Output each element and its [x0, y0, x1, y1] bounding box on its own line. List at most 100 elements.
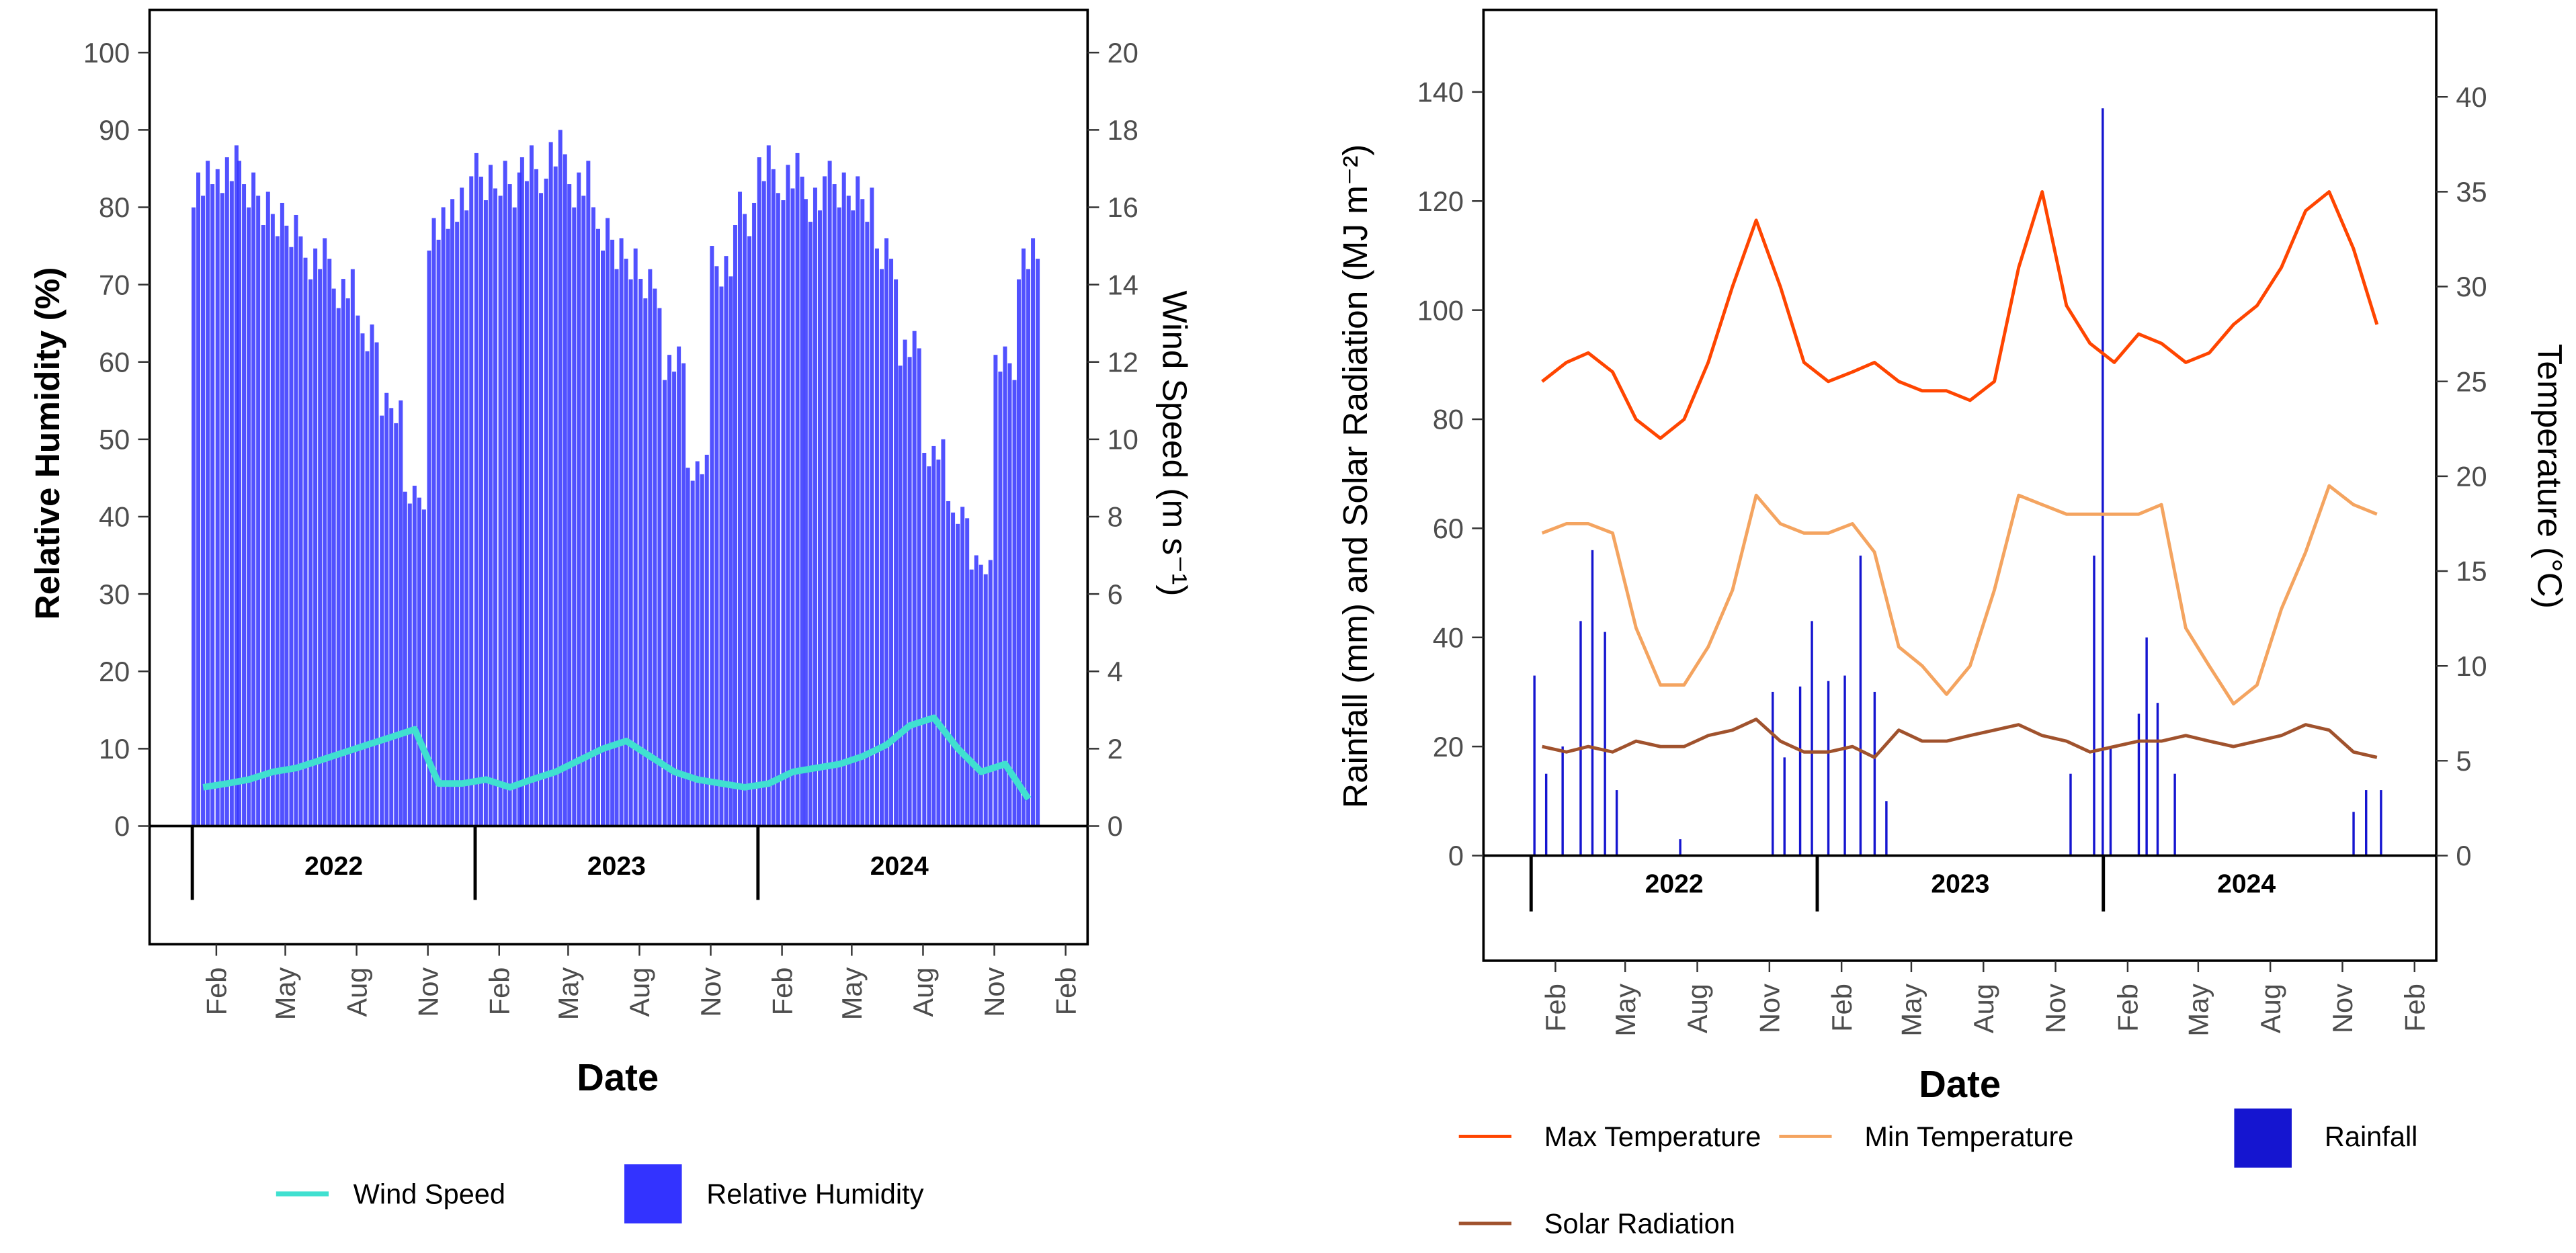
- y-tick-label: 80: [99, 191, 130, 223]
- humidity-bar: [922, 452, 927, 826]
- humidity-bar: [577, 172, 581, 826]
- humidity-bar: [614, 269, 619, 826]
- y-tick-label: 40: [1433, 621, 1464, 653]
- humidity-bar: [384, 392, 389, 826]
- rainfall-bar: [2156, 703, 2159, 856]
- humidity-bar: [360, 333, 365, 826]
- humidity-bar: [832, 184, 837, 826]
- y-axis-title: Relative Humidity (%): [28, 267, 67, 620]
- legend-relative-humidity: Relative Humidity: [706, 1178, 923, 1210]
- y-tick-label: 20: [1433, 731, 1464, 763]
- humidity-bar: [610, 239, 615, 826]
- humidity-bar: [606, 218, 610, 826]
- humidity-bar: [520, 157, 524, 826]
- x-tick-label: Nov: [412, 967, 444, 1017]
- humidity-bar: [690, 480, 695, 826]
- humidity-bar: [917, 348, 921, 826]
- humidity-bar: [974, 555, 979, 826]
- y2-tick-label: 10: [1108, 424, 1138, 456]
- humidity-bar: [341, 279, 345, 826]
- year-label: 2023: [1931, 869, 1989, 898]
- humidity-bar: [685, 468, 690, 826]
- humidity-bar: [638, 279, 643, 826]
- humidity-bar: [365, 351, 370, 826]
- humidity-bar: [817, 210, 822, 826]
- humidity-bar: [969, 569, 974, 826]
- year-label: 2022: [304, 852, 363, 881]
- humidity-bar: [619, 238, 624, 826]
- y2-tick-label: 15: [2456, 556, 2487, 587]
- humidity-bar: [931, 445, 936, 826]
- humidity-bar: [946, 501, 951, 826]
- y2-tick-label: 8: [1108, 501, 1123, 533]
- humidity-bar: [710, 246, 714, 826]
- humidity-bar: [813, 187, 817, 826]
- humidity-bar: [251, 172, 256, 826]
- humidity-bar: [529, 145, 534, 826]
- rainfall-bar: [1615, 790, 1618, 856]
- humidity-bar: [993, 355, 998, 826]
- humidity-bar: [280, 202, 284, 826]
- rainfall-bar: [2173, 773, 2176, 856]
- rainfall-bar: [1591, 550, 1594, 856]
- humidity-bar: [464, 210, 469, 826]
- humidity-bar: [483, 200, 488, 826]
- x-tick-label: Aug: [1681, 984, 1713, 1033]
- y2-tick-label: 40: [2456, 81, 2487, 113]
- humidity-bar: [884, 238, 889, 826]
- humidity-bar: [912, 331, 917, 826]
- y-axis-title: Rainfall (mm) and Solar Radiation (MJ m⁻…: [1336, 144, 1374, 808]
- humidity-bar: [399, 400, 403, 826]
- y-tick-label: 90: [99, 114, 130, 146]
- humidity-bar: [927, 466, 931, 826]
- chart-marks: 0 20 40 60 80 100 120 140 0 5 10 15 20 25 30 35 40 Feb May…: [1417, 77, 2487, 1037]
- humidity-bar: [837, 207, 841, 826]
- humidity-bar: [803, 199, 808, 826]
- humidity-bar: [595, 228, 600, 826]
- humidity-bar: [210, 184, 215, 826]
- humidity-bar: [441, 207, 446, 826]
- rainfall-bar: [2109, 746, 2112, 856]
- humidity-bar: [553, 166, 558, 826]
- humidity-bar: [586, 161, 591, 826]
- x-tick-label: May: [269, 967, 301, 1020]
- y2-tick-label: 20: [1108, 37, 1138, 69]
- humidity-bar: [743, 214, 747, 826]
- humidity-bar: [960, 507, 965, 826]
- year-label: 2024: [2217, 869, 2276, 898]
- humidity-bar: [856, 176, 860, 826]
- humidity-bar: [412, 485, 417, 826]
- x-tick-label: Feb: [201, 967, 233, 1016]
- x-tick-label: May: [1610, 984, 1641, 1037]
- humidity-bar: [841, 172, 846, 826]
- rainfall-bar: [1873, 691, 1876, 856]
- x-tick-label: Feb: [1050, 967, 1081, 1016]
- humidity-bar: [714, 266, 719, 826]
- rainfall-bar: [1679, 839, 1681, 856]
- y-tick-label: 100: [1417, 294, 1464, 326]
- humidity-bar: [663, 380, 667, 826]
- x-tick-label: Aug: [2255, 984, 2286, 1033]
- y-tick-label: 0: [1448, 840, 1464, 871]
- rainfall-bar: [2352, 812, 2355, 856]
- humidity-bar: [695, 461, 700, 826]
- humidity-bar: [827, 161, 832, 826]
- rainfall-bar: [1843, 675, 1846, 856]
- humidity-bar: [936, 460, 941, 826]
- humidity-bar: [965, 518, 970, 826]
- x-tick-label: Feb: [1826, 984, 1858, 1032]
- x-tick-label: Feb: [2399, 984, 2430, 1032]
- rainfall-bar: [1772, 691, 1774, 856]
- humidity-bar: [308, 279, 313, 826]
- humidity-bar: [431, 218, 436, 826]
- humidity-bar: [983, 574, 988, 826]
- humidity-bar: [781, 200, 786, 826]
- humidity-bar: [265, 191, 270, 826]
- humidity-bar: [201, 196, 206, 826]
- humidity-bar: [601, 250, 606, 826]
- humidity-bar: [548, 142, 553, 826]
- y2-tick-label: 10: [2456, 650, 2487, 682]
- rainfall-bar: [2102, 108, 2104, 856]
- humidity-bar: [289, 247, 294, 826]
